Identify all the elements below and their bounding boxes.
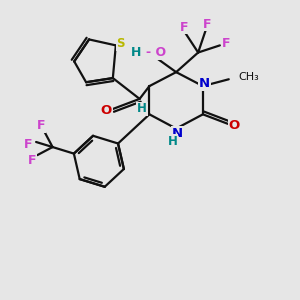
Text: H: H	[168, 135, 178, 148]
Text: F: F	[28, 154, 36, 167]
Text: N: N	[199, 77, 210, 90]
Text: F: F	[222, 38, 231, 50]
Text: H: H	[131, 46, 142, 59]
Text: F: F	[37, 119, 45, 132]
Text: N: N	[172, 127, 183, 140]
Text: F: F	[203, 18, 212, 31]
Text: S: S	[117, 38, 125, 50]
Text: H: H	[137, 103, 147, 116]
Text: CH₃: CH₃	[238, 73, 259, 82]
Text: F: F	[180, 21, 189, 34]
Text: - O: - O	[146, 46, 167, 59]
Text: O: O	[229, 119, 240, 132]
Text: O: O	[101, 104, 112, 117]
Text: F: F	[24, 137, 33, 151]
